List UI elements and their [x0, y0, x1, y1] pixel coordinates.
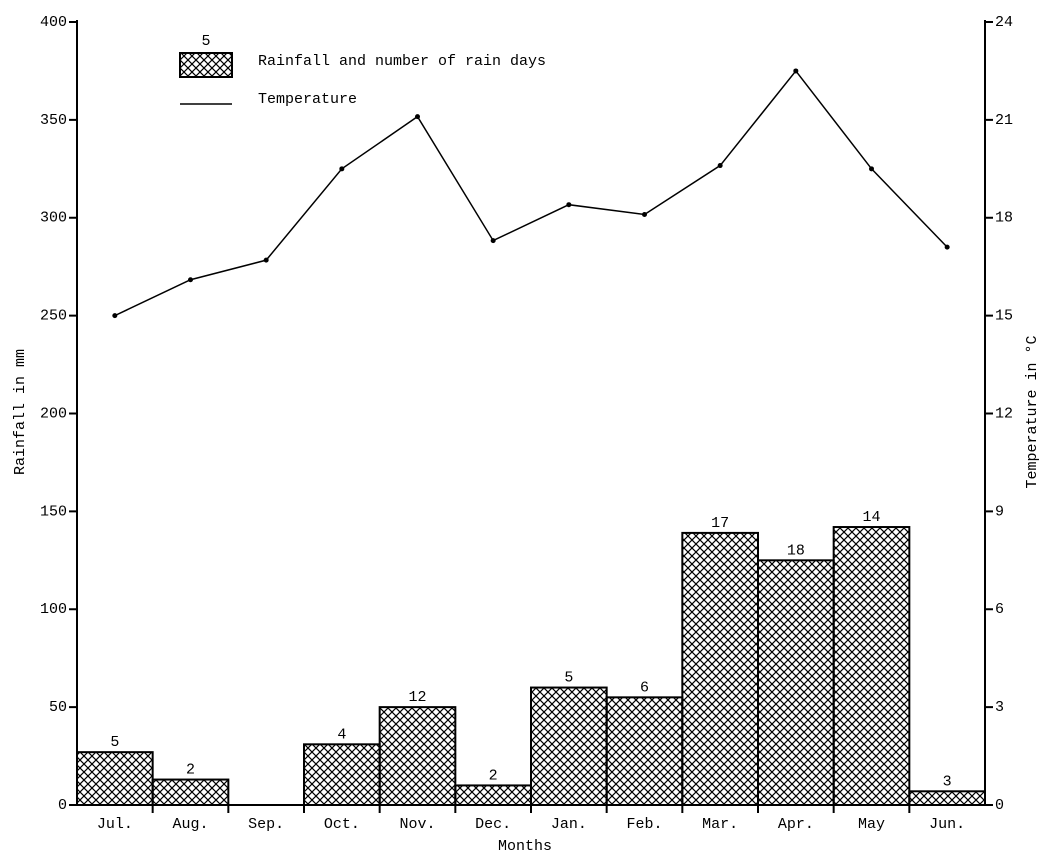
- x-tick-label: Feb.: [626, 816, 662, 833]
- rain-days-label: 6: [640, 679, 649, 696]
- bar: [757, 559, 835, 806]
- bar: [303, 743, 381, 807]
- legend-sample-label: 5: [201, 33, 210, 50]
- x-tick-label: Jun.: [929, 816, 965, 833]
- x-tick-label: Aug.: [172, 816, 208, 833]
- y2-tick-label: 12: [995, 405, 1013, 422]
- y-tick-label: 350: [40, 112, 67, 129]
- y-tick-label: 300: [40, 210, 67, 227]
- temperature-point: [263, 257, 269, 263]
- legend-label: Rainfall and number of rain days: [258, 53, 546, 70]
- x-tick-label: Jan.: [551, 816, 587, 833]
- x-tick-label: Oct.: [324, 816, 360, 833]
- legend-swatch: [179, 52, 233, 78]
- rain-days-label: 18: [787, 542, 805, 559]
- y-axis-title: Rainfall in mm: [12, 349, 29, 475]
- temperature-point: [944, 244, 950, 250]
- temperature-point: [339, 166, 345, 172]
- rain-days-label: 3: [943, 773, 952, 790]
- rain-days-label: 2: [489, 767, 498, 784]
- rain-days-label: 17: [711, 515, 729, 532]
- bar: [605, 696, 684, 807]
- y2-tick-label: 15: [995, 308, 1013, 325]
- temperature-line: [114, 69, 948, 317]
- legend-label: Temperature: [258, 91, 357, 108]
- y-tick-label: 200: [40, 405, 67, 422]
- temperature-point: [188, 277, 193, 283]
- y2-tick-label: 6: [995, 601, 1004, 618]
- bar: [76, 751, 154, 807]
- rain-days-label: 4: [337, 726, 346, 743]
- temperature-point: [717, 163, 723, 169]
- bar: [681, 531, 759, 806]
- bar: [832, 526, 911, 806]
- y-tick-label: 50: [49, 699, 67, 716]
- temperature-point: [869, 166, 874, 172]
- x-tick-label: Jul.: [97, 816, 133, 833]
- temperature-point: [112, 313, 118, 319]
- y2-tick-label: 18: [995, 210, 1013, 227]
- y2-axis-title: Temperature in °C: [1024, 335, 1041, 488]
- bar: [908, 790, 986, 806]
- y2-tick-label: 9: [995, 503, 1004, 520]
- rain-days-label: 5: [564, 670, 573, 687]
- y-tick-label: 100: [40, 601, 67, 618]
- temperature-point: [415, 114, 420, 120]
- y-tick-label: 150: [40, 503, 67, 520]
- y2-tick-label: 0: [995, 797, 1004, 814]
- y-tick-label: 250: [40, 308, 67, 325]
- y-tick-label: 400: [40, 14, 67, 31]
- bar: [378, 706, 457, 806]
- bar: [530, 686, 608, 806]
- rain-days-label: 12: [408, 689, 426, 706]
- x-tick-label: May: [858, 816, 885, 833]
- x-tick-label: Apr.: [778, 816, 814, 833]
- temperature-point: [566, 202, 572, 208]
- y2-tick-label: 3: [995, 699, 1004, 716]
- x-tick-label: Nov.: [399, 816, 435, 833]
- temperature-point: [793, 68, 799, 74]
- x-tick-label: Sep.: [248, 816, 284, 833]
- bar: [454, 784, 533, 806]
- y2-tick-label: 24: [995, 14, 1013, 31]
- y-tick-label: 0: [58, 797, 67, 814]
- y2-tick-label: 21: [995, 112, 1013, 129]
- x-tick-label: Dec.: [475, 816, 511, 833]
- rain-days-label: 2: [186, 762, 195, 779]
- rain-days-label: 14: [862, 509, 880, 526]
- temperature-point: [490, 238, 496, 244]
- bar: [151, 778, 230, 806]
- temperature-point: [642, 211, 647, 217]
- x-axis-title: Months: [498, 838, 552, 855]
- rain-days-label: 5: [110, 734, 119, 751]
- x-tick-label: Mar.: [702, 816, 738, 833]
